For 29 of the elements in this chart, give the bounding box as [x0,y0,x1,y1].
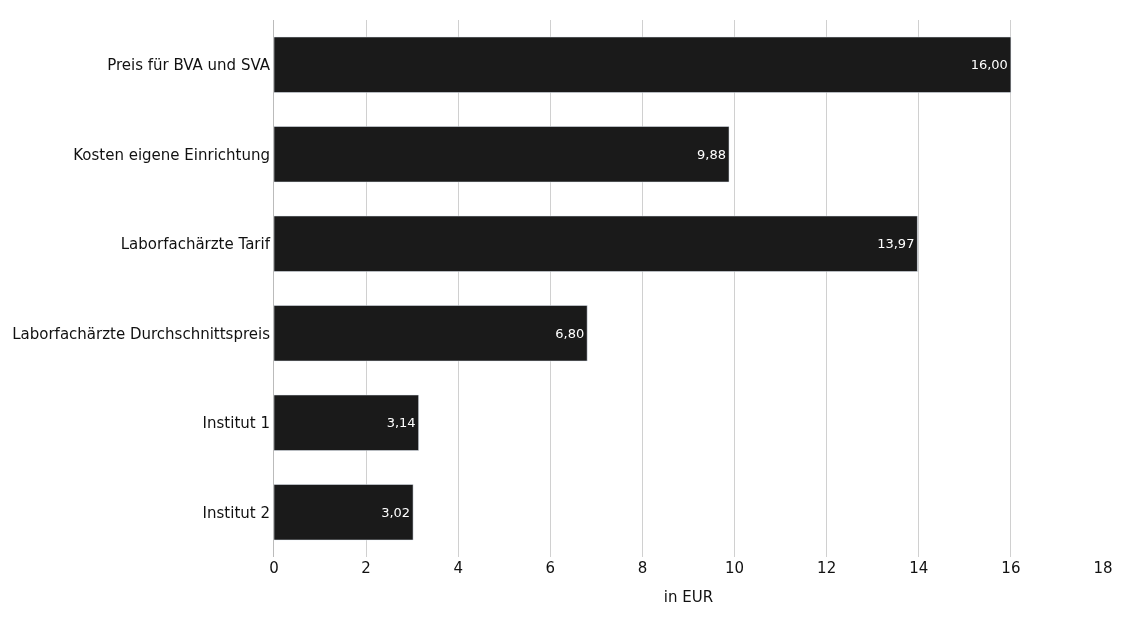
x-tick-label: 8 [637,559,648,577]
y-tick-label: Preis für BVA und SVA [107,56,271,74]
data-label: 3,02 [381,504,411,520]
bar [274,215,918,272]
x-tick-label: 12 [817,559,837,577]
x-tick-label: 2 [361,559,371,577]
y-tick-label: Laborfachärzte Tarif [120,235,271,253]
x-tick-label: 0 [269,559,279,577]
y-tick-label: Institut 1 [202,414,270,432]
data-label: 9,88 [697,146,727,162]
x-tick-label: 6 [545,559,556,577]
x-tick-label: 16 [1001,559,1021,577]
bar [274,394,419,451]
bar [274,126,730,183]
bar [274,305,588,362]
data-label: 3,14 [386,415,416,431]
x-axis-title: in EUR [663,588,714,606]
y-tick-label: Laborfachärzte Durchschnittspreis [12,324,271,343]
y-tick-label: Institut 2 [202,503,270,522]
bar [274,36,1012,93]
bar [274,484,414,541]
y-tick-label: Kosten eigene Einrichtung [73,145,270,164]
data-label: 13,97 [877,236,915,252]
data-label: 16,00 [970,57,1008,73]
x-tick-label: 10 [725,559,745,577]
x-tick-label: 4 [453,559,463,577]
data-label: 6,80 [555,325,585,341]
x-tick-label: 14 [909,559,929,577]
x-tick-label: 18 [1093,559,1113,577]
